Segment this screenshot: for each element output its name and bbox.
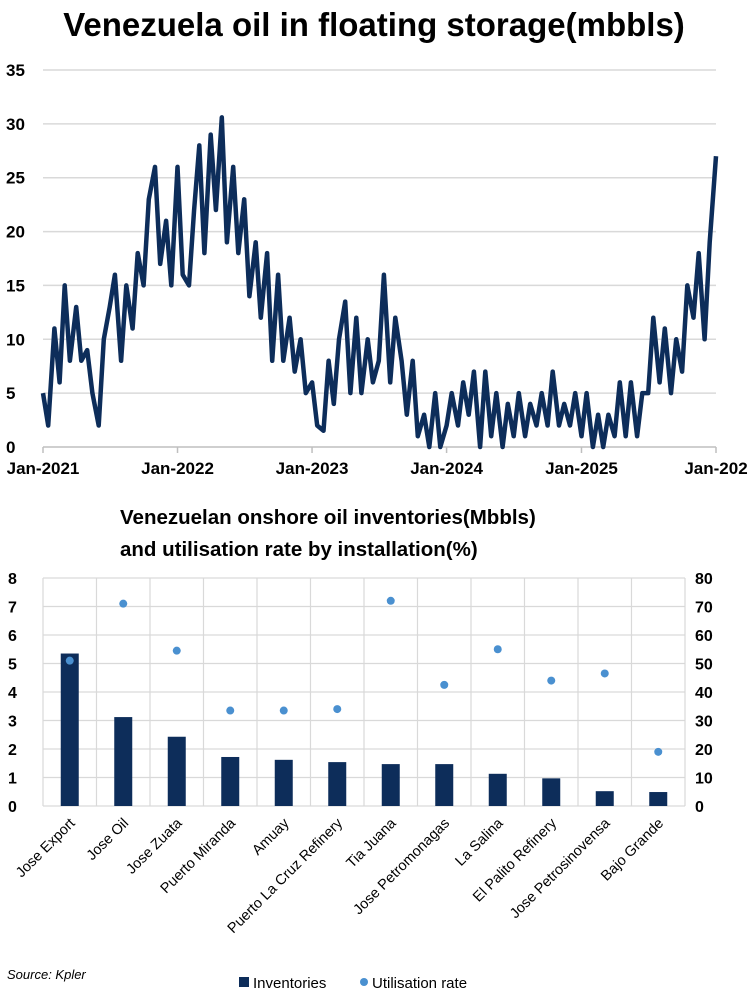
bar-inventories	[221, 756, 240, 806]
point-utilisation-rate	[600, 669, 609, 678]
y-tick-label: 10	[6, 330, 25, 349]
point-utilisation-rate	[386, 596, 395, 605]
chart-title-line: Venezuelan onshore oil inventories(Mbbls…	[120, 506, 536, 529]
point-utilisation-rate	[279, 706, 288, 715]
bar-inventories	[595, 791, 614, 806]
source-note: Source: Kpler	[7, 967, 86, 982]
legend-swatch-inventories	[239, 977, 249, 987]
y-right-tick-label: 80	[695, 571, 713, 588]
chart-title-line: and utilisation rate by installation(%)	[120, 538, 478, 561]
y-right-tick-label: 0	[695, 799, 704, 816]
bar-inventories	[488, 773, 507, 806]
point-utilisation-rate	[493, 645, 502, 654]
bar-inventories	[381, 764, 400, 806]
y-tick-label: 5	[6, 384, 15, 403]
y-right-tick-label: 10	[695, 771, 713, 788]
y-tick-label: 25	[6, 169, 25, 188]
y-left-tick-label: 8	[8, 571, 17, 588]
point-utilisation-rate	[119, 599, 128, 608]
point-utilisation-rate	[654, 747, 663, 756]
point-utilisation-rate	[65, 656, 74, 665]
y-left-tick-label: 7	[8, 600, 17, 617]
y-right-tick-label: 50	[695, 657, 713, 674]
y-left-tick-label: 6	[8, 628, 17, 645]
category-label: Jose Oil	[84, 816, 132, 864]
y-left-tick-label: 0	[8, 799, 17, 816]
y-right-tick-label: 40	[695, 685, 713, 702]
x-tick-label: Jan-2025	[545, 459, 618, 478]
x-tick-label: Jan-2023	[276, 459, 349, 478]
bar-inventories	[167, 736, 186, 806]
point-utilisation-rate	[172, 646, 181, 655]
category-label: Tia Juana	[344, 815, 401, 872]
y-right-tick-label: 60	[695, 628, 713, 645]
y-left-tick-label: 3	[8, 714, 17, 731]
category-label: Amuay	[249, 815, 293, 859]
y-tick-label: 30	[6, 115, 25, 134]
y-tick-label: 35	[6, 61, 25, 80]
point-utilisation-rate	[440, 680, 449, 689]
bar-inventories	[328, 762, 347, 806]
x-tick-label: Jan-2024	[410, 459, 483, 478]
x-tick-label: Jan-2021	[7, 459, 80, 478]
x-tick-label: Jan-202	[684, 459, 747, 478]
y-right-tick-label: 30	[695, 714, 713, 731]
y-right-tick-label: 70	[695, 600, 713, 617]
y-left-tick-label: 4	[8, 685, 17, 702]
point-utilisation-rate	[547, 676, 556, 685]
point-utilisation-rate	[333, 705, 342, 714]
y-right-tick-label: 20	[695, 742, 713, 759]
y-tick-label: 15	[6, 276, 25, 295]
series-line	[40, 115, 719, 450]
y-left-tick-label: 5	[8, 657, 17, 674]
y-tick-label: 20	[6, 223, 25, 242]
category-label: La Salina	[453, 815, 508, 870]
category-label: Jose Export	[13, 816, 78, 881]
bar-inventories	[114, 717, 133, 806]
bar-inventories	[274, 759, 293, 806]
bar-inventories	[435, 764, 454, 806]
bar-inventories	[649, 792, 668, 806]
y-tick-label: 0	[6, 438, 15, 457]
legend-label-utilisation-rate: Utilisation rate	[372, 975, 467, 992]
bar-inventories	[542, 778, 561, 806]
legend-swatch-utilisation-rate	[360, 978, 368, 986]
y-left-tick-label: 1	[8, 771, 17, 788]
chart-title: Venezuela oil in floating storage(mbbls)	[63, 6, 685, 43]
x-tick-label: Jan-2022	[141, 459, 214, 478]
category-label: Jose Petromonagas	[351, 816, 454, 919]
category-label: Jose Petrosinovensa	[507, 815, 614, 922]
y-left-tick-label: 2	[8, 742, 17, 759]
point-utilisation-rate	[226, 706, 235, 715]
bar-inventories	[60, 653, 79, 806]
legend-label-inventories: Inventories	[253, 975, 326, 992]
